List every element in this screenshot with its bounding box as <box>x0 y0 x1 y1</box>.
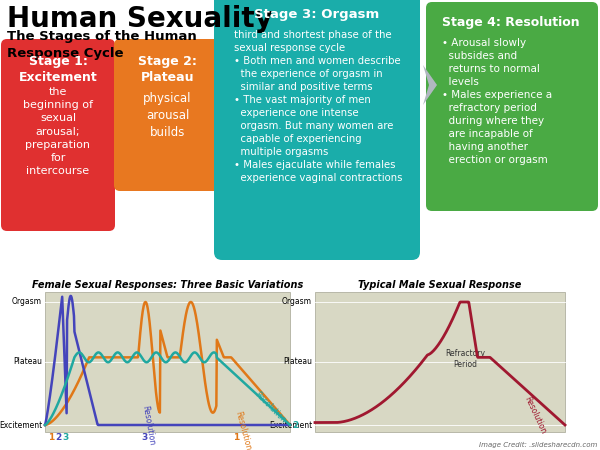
Text: 3: 3 <box>62 433 68 442</box>
FancyBboxPatch shape <box>45 292 290 432</box>
Text: 2: 2 <box>292 420 298 429</box>
FancyBboxPatch shape <box>214 0 420 260</box>
FancyBboxPatch shape <box>315 292 565 432</box>
Text: 1: 1 <box>48 433 54 442</box>
Text: Female Sexual Responses: Three Basic Variations: Female Sexual Responses: Three Basic Var… <box>32 280 303 290</box>
Text: Resolution: Resolution <box>140 405 156 446</box>
Text: Excitement: Excitement <box>0 420 42 429</box>
Text: Stage 4: Resolution: Stage 4: Resolution <box>442 16 580 29</box>
Text: 2: 2 <box>55 433 61 442</box>
Text: Refractory
Period: Refractory Period <box>445 349 485 369</box>
Polygon shape <box>423 65 437 105</box>
Text: Plateau: Plateau <box>13 357 42 366</box>
Text: Image Credit: .slidesharecdn.com: Image Credit: .slidesharecdn.com <box>479 442 597 448</box>
Text: third and shortest phase of the
sexual response cycle
• Both men and women descr: third and shortest phase of the sexual r… <box>234 30 403 184</box>
Text: Stage 3: Orgasm: Stage 3: Orgasm <box>254 8 380 21</box>
FancyBboxPatch shape <box>1 39 115 231</box>
Text: Excitement: Excitement <box>269 420 312 429</box>
FancyBboxPatch shape <box>426 2 598 211</box>
Text: Resolution: Resolution <box>233 410 253 450</box>
Text: Plateau: Plateau <box>283 357 312 366</box>
Text: physical
arousal
builds: physical arousal builds <box>143 92 192 139</box>
Text: Typical Male Sexual Response: Typical Male Sexual Response <box>358 280 521 290</box>
Text: The Stages of the Human
Response Cycle: The Stages of the Human Response Cycle <box>7 30 197 59</box>
Text: • Arousal slowly
  subsides and
  returns to normal
  levels
• Males experience : • Arousal slowly subsides and returns to… <box>442 38 552 165</box>
Text: Human Sexuality: Human Sexuality <box>7 5 273 33</box>
Text: 3: 3 <box>141 433 148 442</box>
Text: Orgasm: Orgasm <box>282 297 312 306</box>
Text: the
beginning of
sexual
arousal;
preparation
for
intercourse: the beginning of sexual arousal; prepara… <box>23 87 93 176</box>
Text: Orgasm: Orgasm <box>12 297 42 306</box>
Text: 1: 1 <box>233 433 239 442</box>
Text: Stage 2:
Plateau: Stage 2: Plateau <box>138 55 197 84</box>
Text: Resolution: Resolution <box>253 390 288 425</box>
FancyBboxPatch shape <box>114 39 221 191</box>
Text: Resolution: Resolution <box>522 395 547 435</box>
Text: Stage 1:
Excitement: Stage 1: Excitement <box>19 55 97 84</box>
